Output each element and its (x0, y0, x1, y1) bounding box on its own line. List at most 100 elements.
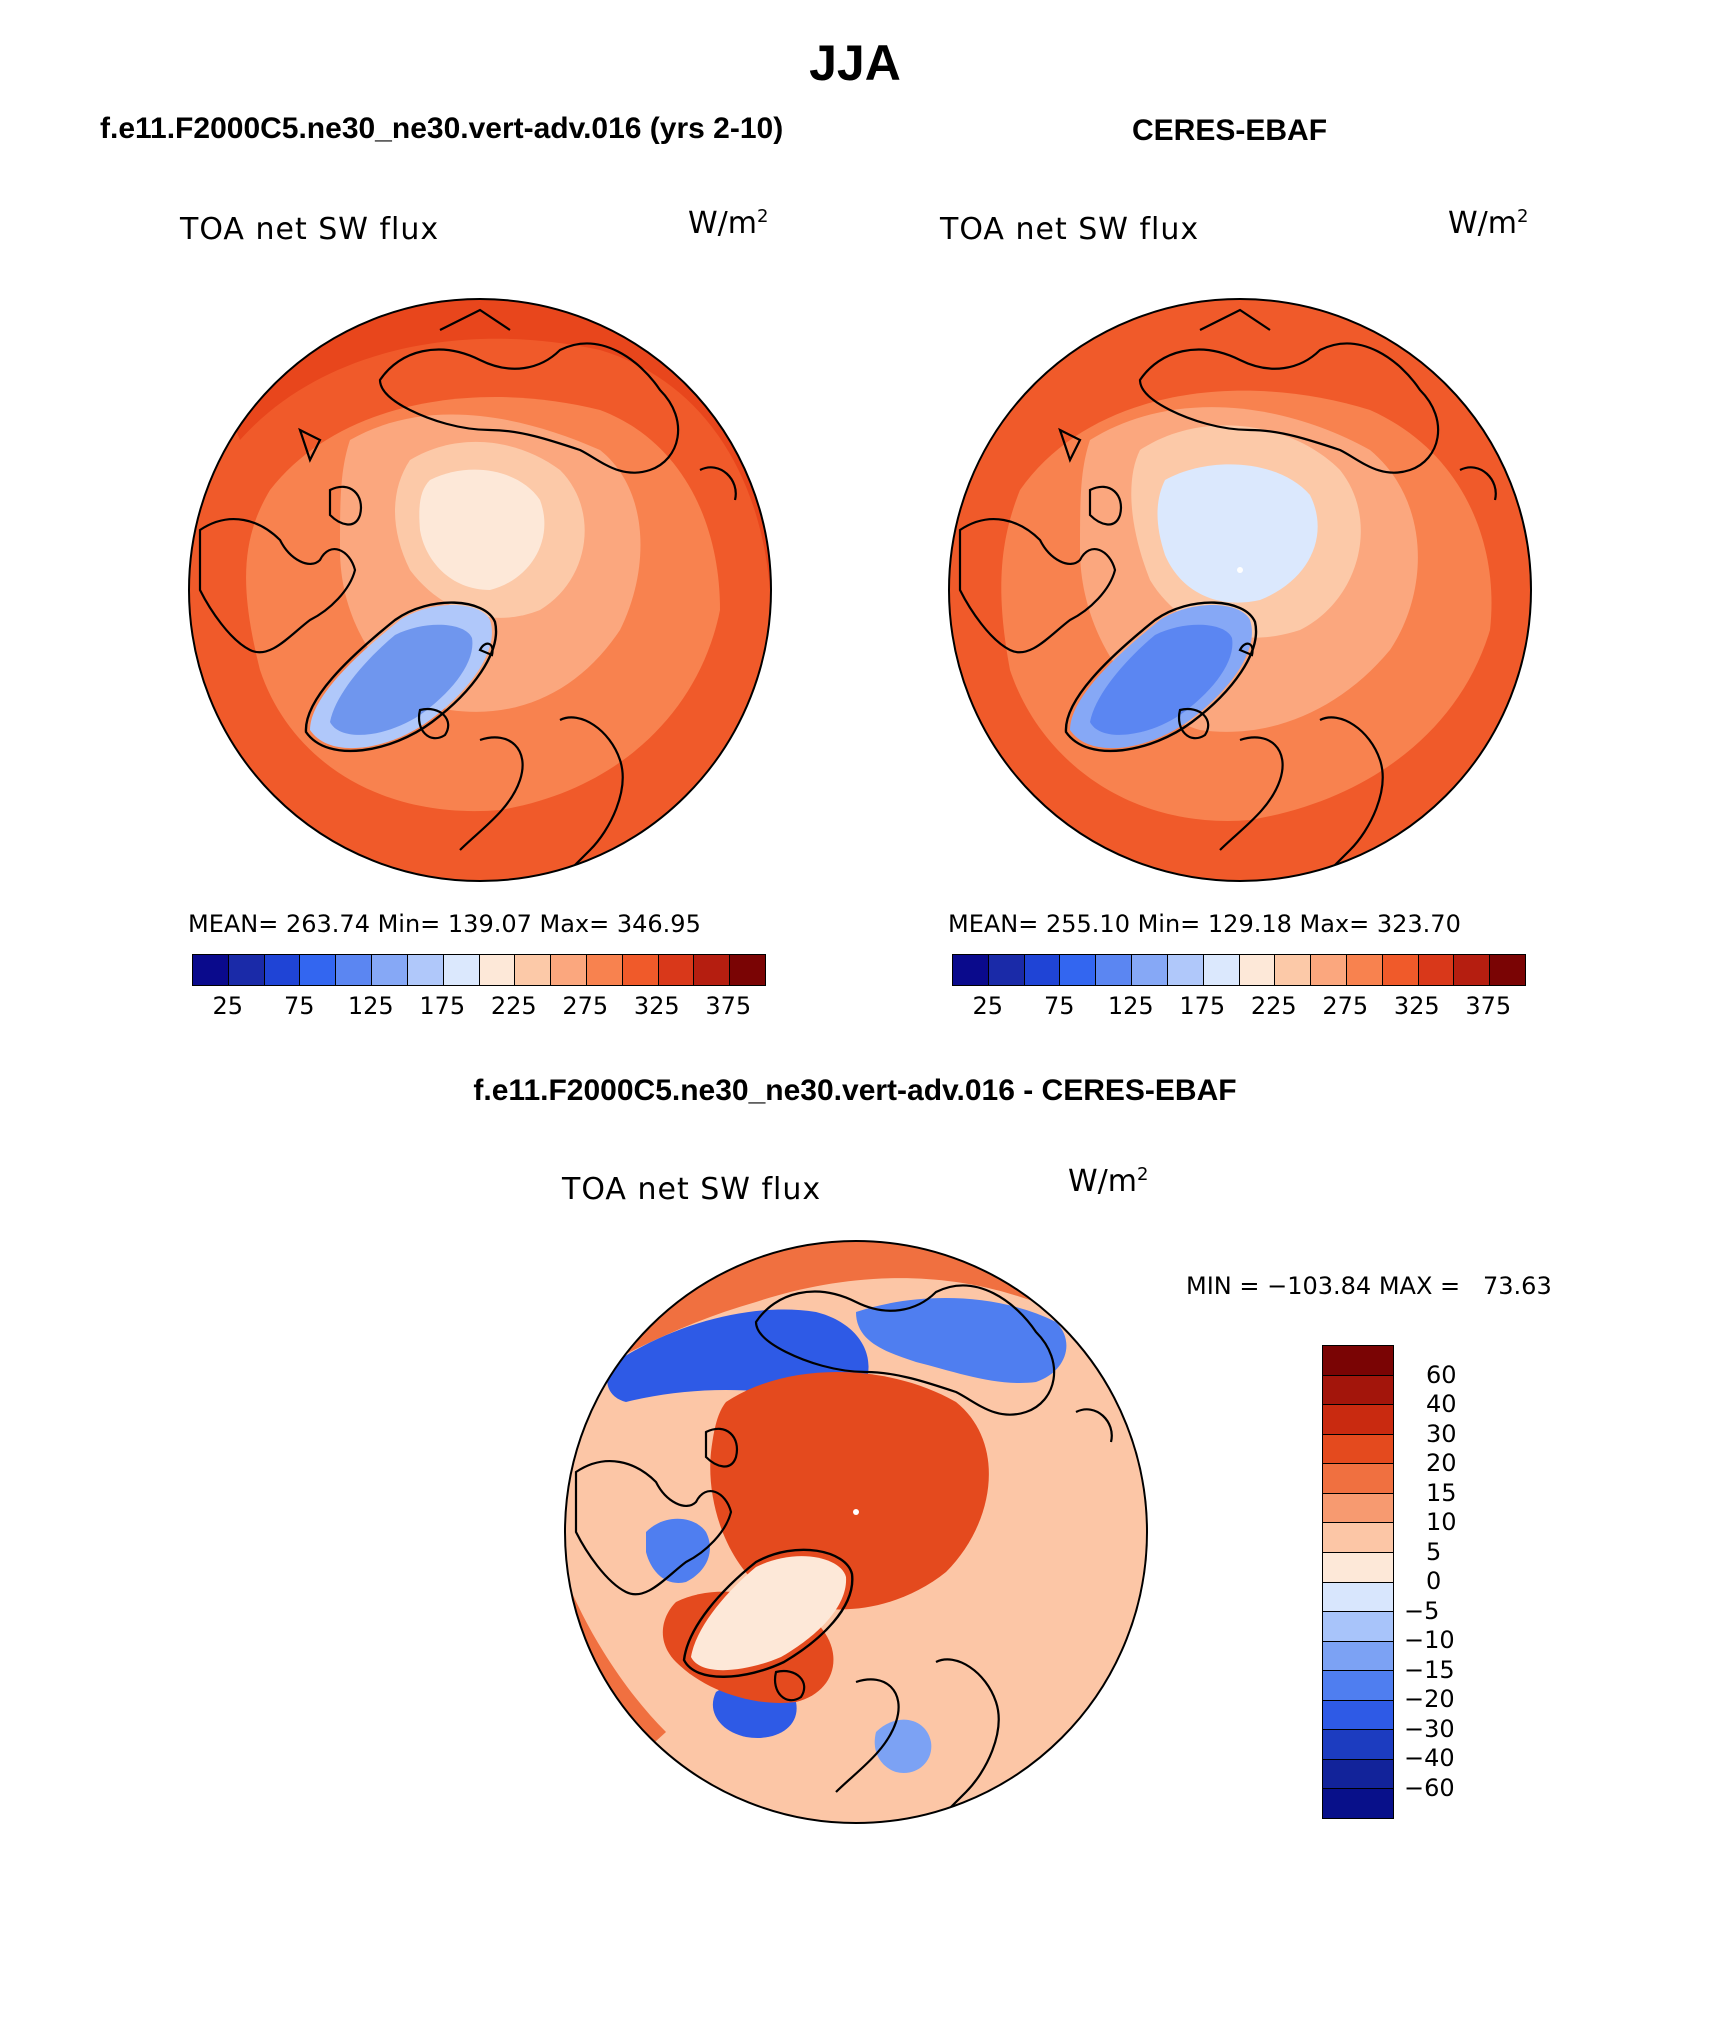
colorbar-cell (1311, 955, 1347, 985)
map-obs-coastline-greenland (1064, 601, 1258, 753)
colorbar-tick-label: −10 (1404, 1626, 1455, 1654)
units-base: W/m (1448, 206, 1517, 241)
colorbar-cell (1323, 1730, 1393, 1760)
panel-diff-units: W/m2 (1068, 1164, 1148, 1199)
units-exponent: 2 (1137, 1164, 1149, 1185)
units-base: W/m (688, 206, 757, 241)
colorbar-tick-label: 325 (633, 992, 680, 1020)
colorbar-tick-label: 125 (1107, 992, 1154, 1020)
colorbar-cell (300, 955, 337, 985)
colorbar-cell (443, 955, 480, 985)
colorbar-cell (336, 955, 373, 985)
map-model-band-outer (189, 299, 771, 590)
map-model-coastline-europe (417, 642, 624, 881)
units-exponent: 2 (757, 206, 769, 227)
map-obs (948, 298, 1532, 882)
colorbar-obs-ticks: 25 75 125 175 225 275 325 375 (952, 992, 1524, 1022)
units-exponent: 2 (1517, 206, 1529, 227)
colorbar-cell (1096, 955, 1133, 985)
colorbar-cell (228, 955, 265, 985)
colorbar-cell (1323, 1612, 1393, 1642)
colorbar-tick-label: −20 (1404, 1685, 1455, 1713)
panel-model-variable: TOA net SW flux (180, 212, 440, 247)
panel-model-stats: MEAN= 263.74 Min= 139.07 Max= 346.95 (188, 910, 701, 938)
colorbar-cell (407, 955, 444, 985)
colorbar-cell (1203, 955, 1240, 985)
colorbar-tick-label: 375 (705, 992, 752, 1020)
map-obs-pole-marker (1237, 567, 1243, 573)
colorbar-tick-label: 225 (490, 992, 537, 1020)
map-diff-border (564, 1240, 1148, 1824)
page-title: JJA (809, 35, 901, 91)
colorbar-tick-label: 175 (1179, 992, 1226, 1020)
map-model (188, 298, 772, 882)
map-obs-sea-ice (1157, 464, 1318, 603)
colorbar-cell (1323, 1375, 1393, 1406)
colorbar-tick-label: −30 (1404, 1714, 1455, 1743)
panel-diff-variable: TOA net SW flux (562, 1172, 822, 1207)
colorbar-tick-label: −15 (1404, 1655, 1455, 1684)
colorbar-cell (515, 955, 552, 985)
colorbar-cell (1382, 955, 1419, 985)
colorbar-cell (1132, 955, 1168, 985)
map-diff-greenland (691, 1556, 847, 1671)
colorbar-difference-ticks: 60 40 30 20 15 10 5 0 −5 −10 −15 −20 −30 −40 −60 (1404, 1345, 1504, 1817)
map-diff-neg-scandinavia (874, 1719, 932, 1773)
colorbar-tick-label: 175 (419, 992, 466, 1020)
colorbar-obs (952, 954, 1526, 986)
map-diff-coastline-greenland (682, 1548, 854, 1678)
map-model-border (188, 298, 772, 882)
colorbar-tick-label: 225 (1250, 992, 1297, 1020)
colorbar-tick-label: 20 (1426, 1449, 1457, 1477)
colorbar-cell (1275, 955, 1312, 985)
map-model-coastline-america (198, 427, 363, 654)
colorbar-tick-label: 75 (1043, 992, 1075, 1020)
map-diff-neg-canada (646, 1518, 710, 1583)
panel-obs-variable: TOA net SW flux (940, 212, 1200, 247)
colorbar-cell (1323, 1434, 1393, 1465)
colorbar-cell (586, 955, 623, 985)
colorbar-cell (1418, 955, 1455, 985)
map-difference (564, 1240, 1148, 1824)
colorbar-cell (1060, 955, 1097, 985)
colorbar-cell (1167, 955, 1204, 985)
map-obs-coastline-eurasia (1138, 308, 1497, 501)
colorbar-difference (1322, 1345, 1394, 1819)
map-model-greenland-inner (330, 624, 473, 735)
colorbar-cell (1323, 1582, 1393, 1613)
panel-model-units: W/m2 (688, 206, 768, 241)
colorbar-cell (694, 955, 731, 985)
map-diff-coastline-america (574, 1427, 739, 1596)
map-diff-pole-marker (853, 1509, 859, 1515)
colorbar-cell (988, 955, 1025, 985)
map-diff-coastline-eurasia (754, 1284, 1113, 1443)
colorbar-cell (264, 955, 301, 985)
colorbar-model (192, 954, 766, 986)
colorbar-cell (730, 955, 765, 985)
colorbar-cell (1454, 955, 1491, 985)
map-diff-neg-siberia (856, 1298, 1067, 1383)
panel-obs-units: W/m2 (1448, 206, 1528, 241)
panel-model-heading: f.e11.F2000C5.ne30_ne30.vert-adv.016 (yr… (100, 112, 784, 145)
map-diff-pos-arctic (710, 1372, 989, 1610)
colorbar-tick-label: 275 (562, 992, 609, 1020)
colorbar-tick-label: 40 (1426, 1390, 1457, 1418)
colorbar-cell (479, 955, 516, 985)
colorbar-cell (1323, 1700, 1393, 1731)
colorbar-tick-label: 125 (347, 992, 394, 1020)
colorbar-tick-label: 15 (1426, 1478, 1457, 1507)
units-base: W/m (1068, 1164, 1137, 1199)
colorbar-tick-label: 10 (1426, 1508, 1457, 1536)
colorbar-tick-label: 0 (1426, 1567, 1442, 1595)
colorbar-cell (1323, 1493, 1393, 1524)
colorbar-tick-label: 5 (1426, 1537, 1442, 1566)
colorbar-tick-label: 75 (283, 992, 315, 1020)
colorbar-tick-label: 325 (1393, 992, 1440, 1020)
colorbar-tick-label: −60 (1404, 1773, 1455, 1802)
panel-diff-minmax: MIN = −103.84 MAX = 73.63 (1186, 1272, 1552, 1300)
colorbar-cell (1323, 1346, 1393, 1376)
colorbar-cell (551, 955, 587, 985)
colorbar-cell (372, 955, 408, 985)
colorbar-cell (1323, 1523, 1393, 1553)
panel-diff-heading: f.e11.F2000C5.ne30_ne30.vert-adv.016 - C… (473, 1074, 1237, 1107)
